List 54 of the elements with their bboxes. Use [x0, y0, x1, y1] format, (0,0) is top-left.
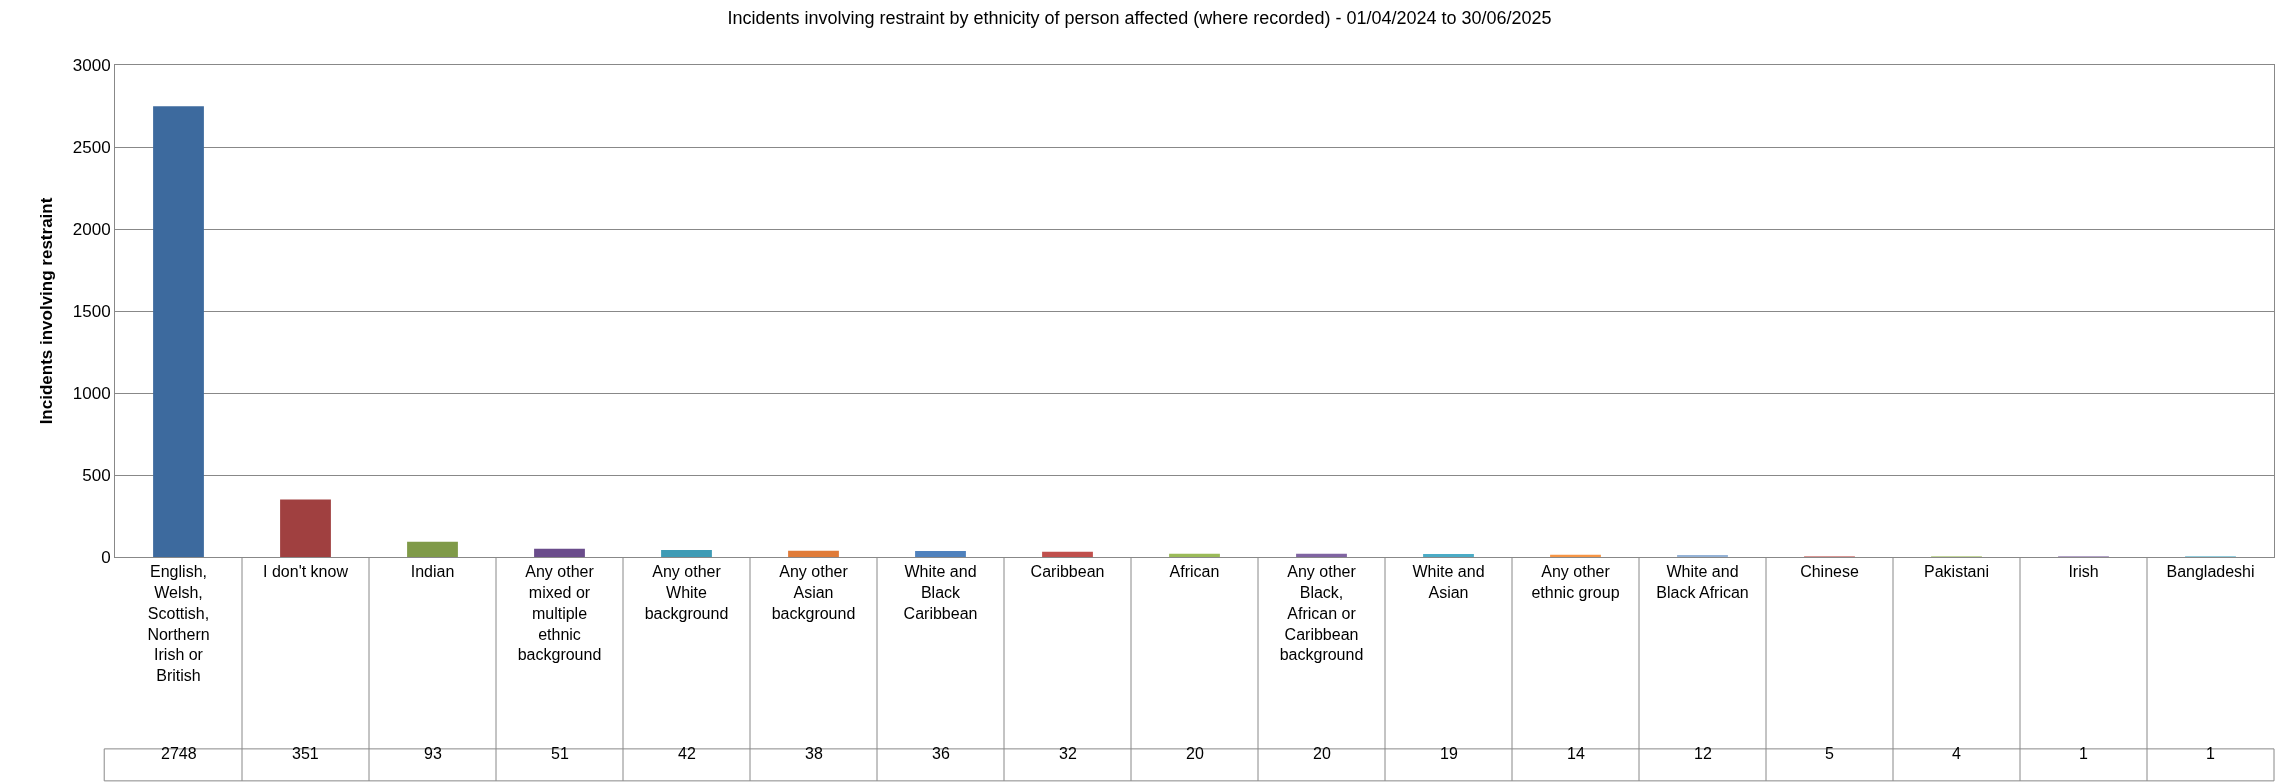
data-label: 1	[2206, 745, 2215, 762]
y-tick-label: 2000	[72, 219, 111, 239]
data-label: 2748	[161, 745, 197, 762]
y-axis-title: Incidents involving restraint	[37, 197, 57, 425]
x-tick-label: English, Welsh, Scottish, Northern Irish or British	[147, 563, 210, 685]
chart-title: Incidents involving restraint by ethnicity of person affected (where recorded) - 01/04/2024 to 30/06/2025	[727, 8, 1552, 29]
bar	[1423, 553, 1474, 557]
bar	[788, 550, 839, 557]
y-tick-label: 1500	[72, 301, 111, 321]
x-tick-label: African	[1169, 563, 1220, 581]
bar	[1042, 551, 1093, 557]
y-tick-label: 2500	[72, 137, 111, 157]
data-label: 20	[1313, 745, 1331, 762]
y-tick-label: 3000	[72, 55, 111, 75]
data-label: 14	[1567, 745, 1585, 762]
data-label: 93	[424, 745, 442, 762]
y-tick-label: 1000	[72, 383, 111, 403]
bar	[661, 550, 712, 557]
x-tick-label: Bangladeshi	[2166, 563, 2255, 581]
y-tick-label: 0	[101, 547, 111, 567]
bar	[1169, 553, 1220, 557]
data-label: 38	[805, 745, 823, 762]
bar	[280, 499, 331, 557]
y-tick-label: 500	[82, 465, 111, 485]
bar	[407, 541, 458, 557]
x-tick-label: Pakistani	[1924, 563, 1989, 581]
x-tick-label: White and Asian	[1412, 563, 1485, 601]
x-tick-label: Any other Asian background	[771, 563, 856, 622]
x-tick-label: Any other Black, African or Caribbean background	[1279, 563, 1364, 664]
bar	[915, 551, 966, 557]
x-tick-label: I don't know	[263, 563, 349, 581]
bar	[153, 106, 204, 557]
data-label: 1	[2079, 745, 2088, 762]
x-tick-label: Caribbean	[1030, 563, 1105, 581]
data-label: 51	[551, 745, 569, 762]
x-tick-label: Any other mixed or multiple ethnic background	[517, 563, 602, 664]
x-tick-label: Irish	[2068, 563, 2099, 581]
x-tick-label: White and Black African	[1656, 563, 1749, 601]
bar	[534, 548, 585, 557]
x-tick-label: Any other White background	[644, 563, 729, 622]
x-tick-label: Indian	[410, 563, 455, 581]
data-label: 19	[1440, 745, 1458, 762]
data-label: 351	[292, 745, 319, 762]
x-tick-label: White and Black Caribbean	[903, 563, 978, 622]
data-label: 12	[1694, 745, 1712, 762]
data-label: 42	[678, 745, 696, 762]
data-label: 20	[1186, 745, 1204, 762]
data-label: 4	[1952, 745, 1961, 762]
x-tick-label: Chinese	[1800, 563, 1859, 581]
data-label: 5	[1825, 745, 1834, 762]
data-label: 36	[932, 745, 950, 762]
data-label: 32	[1059, 745, 1077, 762]
x-tick-label: Any other ethnic group	[1531, 563, 1620, 601]
bar	[1296, 553, 1347, 557]
